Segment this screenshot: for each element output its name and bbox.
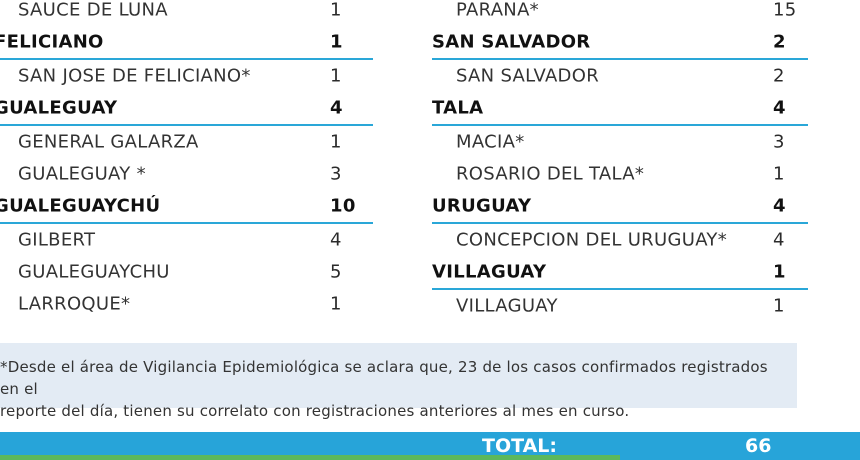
department-name: SAN SALVADOR bbox=[432, 31, 591, 53]
department-row: GUALEGUAY 4 bbox=[0, 92, 373, 126]
department-count: 10 bbox=[330, 195, 356, 217]
locality-row: GILBERT 4 bbox=[0, 224, 373, 256]
locality-row: SAN SALVADOR 2 bbox=[432, 60, 808, 92]
locality-row: GENERAL GALARZA 1 bbox=[0, 126, 373, 158]
locality-name: GUALEGUAY * bbox=[18, 163, 146, 185]
locality-row: SAUCE DE LUNA 1 bbox=[0, 0, 373, 26]
locality-row: VILLAGUAY 1 bbox=[432, 290, 808, 322]
locality-name: GENERAL GALARZA bbox=[18, 131, 199, 153]
department-count: 4 bbox=[773, 97, 786, 119]
locality-row: GUALEGUAY * 3 bbox=[0, 158, 373, 190]
department-count: 1 bbox=[773, 261, 786, 283]
department-name: GUALEGUAYCHÚ bbox=[0, 195, 161, 217]
locality-name: PARANA* bbox=[456, 0, 539, 21]
locality-name: ROSARIO DEL TALA* bbox=[456, 163, 645, 185]
locality-name: LARROQUE* bbox=[18, 293, 131, 315]
locality-name: SAN JOSE DE FELICIANO* bbox=[18, 65, 251, 87]
case-count: 4 bbox=[330, 229, 342, 251]
left-column: SAUCE DE LUNA 1 FELICIANO 1 SAN JOSE DE FE… bbox=[0, 0, 373, 320]
total-label: TOTAL: bbox=[482, 435, 558, 457]
locality-name: CONCEPCION DEL URUGUAY* bbox=[456, 229, 728, 251]
footnote-text: *Desde el área de Vigilancia Epidemiológ… bbox=[0, 356, 790, 422]
case-count: 1 bbox=[330, 293, 342, 315]
case-count: 1 bbox=[330, 65, 342, 87]
locality-name: SAN SALVADOR bbox=[456, 65, 599, 87]
department-name: GUALEGUAY bbox=[0, 97, 118, 119]
case-count: 2 bbox=[773, 65, 785, 87]
locality-name: GILBERT bbox=[18, 229, 96, 251]
case-count: 1 bbox=[330, 0, 342, 21]
locality-name: MACIA* bbox=[456, 131, 525, 153]
department-row: FELICIANO 1 bbox=[0, 26, 373, 60]
case-count: 5 bbox=[330, 261, 342, 283]
locality-row: MACIA* 3 bbox=[432, 126, 808, 158]
case-count: 4 bbox=[773, 229, 785, 251]
department-count: 2 bbox=[773, 31, 786, 53]
department-row: URUGUAY 4 bbox=[432, 190, 808, 224]
locality-row: CONCEPCION DEL URUGUAY* 4 bbox=[432, 224, 808, 256]
case-count: 1 bbox=[773, 163, 785, 185]
locality-row: GUALEGUAYCHU 5 bbox=[0, 256, 373, 288]
green-accent-strip bbox=[0, 455, 620, 460]
department-count: 1 bbox=[330, 31, 343, 53]
total-value: 66 bbox=[745, 435, 772, 457]
right-column: PARANA* 15 SAN SALVADOR 2 SAN SALVADOR 2 TA… bbox=[432, 0, 808, 322]
footnote-line: reporte del día, tienen su correlato con… bbox=[0, 402, 630, 420]
locality-row: SAN JOSE DE FELICIANO* 1 bbox=[0, 60, 373, 92]
case-count: 3 bbox=[773, 131, 785, 153]
case-count: 15 bbox=[773, 0, 797, 21]
case-count: 1 bbox=[773, 295, 785, 317]
locality-name: GUALEGUAYCHU bbox=[18, 261, 170, 283]
department-row: GUALEGUAYCHÚ 10 bbox=[0, 190, 373, 224]
department-name: FELICIANO bbox=[0, 31, 104, 53]
case-count: 1 bbox=[330, 131, 342, 153]
department-name: VILLAGUAY bbox=[432, 261, 547, 283]
locality-name: SAUCE DE LUNA bbox=[18, 0, 168, 21]
department-row: VILLAGUAY 1 bbox=[432, 256, 808, 290]
department-name: TALA bbox=[432, 97, 484, 119]
locality-name: VILLAGUAY bbox=[456, 295, 558, 317]
department-row: TALA 4 bbox=[432, 92, 808, 126]
locality-row: ROSARIO DEL TALA* 1 bbox=[432, 158, 808, 190]
locality-row: PARANA* 15 bbox=[432, 0, 808, 26]
total-bar: TOTAL: 66 bbox=[0, 432, 860, 460]
department-row: SAN SALVADOR 2 bbox=[432, 26, 808, 60]
department-count: 4 bbox=[330, 97, 343, 119]
footnote-line: *Desde el área de Vigilancia Epidemiológ… bbox=[0, 358, 768, 398]
locality-row: LARROQUE* 1 bbox=[0, 288, 373, 320]
department-name: URUGUAY bbox=[432, 195, 532, 217]
department-count: 4 bbox=[773, 195, 786, 217]
footnote-box: *Desde el área de Vigilancia Epidemiológ… bbox=[0, 343, 797, 420]
case-count: 3 bbox=[330, 163, 342, 185]
